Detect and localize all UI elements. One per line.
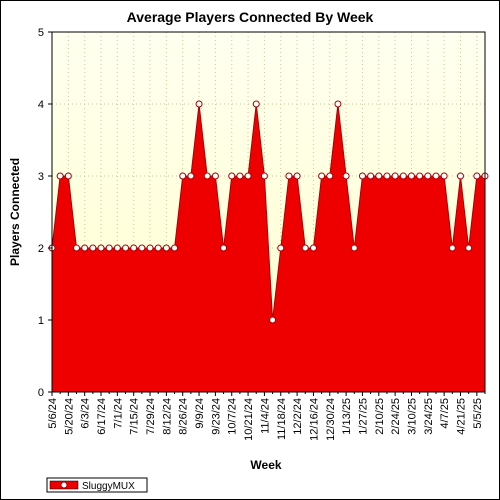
data-point <box>440 172 448 180</box>
x-tick-label: 12/16/24 <box>308 398 320 441</box>
y-tick-label: 3 <box>38 171 44 183</box>
data-point <box>318 172 326 180</box>
data-point <box>456 172 464 180</box>
x-tick-label: 6/3/24 <box>80 398 92 429</box>
x-tick-label: 2/10/25 <box>374 398 386 435</box>
x-tick-label: 5/5/25 <box>472 398 484 429</box>
y-tick-label: 2 <box>38 243 44 255</box>
data-point <box>228 172 236 180</box>
x-tick-label: 5/20/24 <box>63 398 75 435</box>
data-point <box>146 244 154 252</box>
data-point <box>64 172 72 180</box>
data-point <box>358 172 366 180</box>
data-point <box>367 172 375 180</box>
data-point <box>97 244 105 252</box>
data-point <box>326 172 334 180</box>
data-point <box>56 172 64 180</box>
data-point <box>154 244 162 252</box>
x-tick-label: 4/21/25 <box>455 398 467 435</box>
x-tick-label: 11/4/24 <box>259 398 271 434</box>
data-point <box>138 244 146 252</box>
x-tick-label: 12/30/24 <box>325 398 337 441</box>
y-axis: 0 1 2 3 4 5 <box>38 27 52 399</box>
data-point <box>350 244 358 252</box>
x-tick-label: 6/17/24 <box>96 398 108 435</box>
data-point <box>220 244 228 252</box>
x-tick-label: 4/7/25 <box>439 398 451 429</box>
chart-title: Average Players Connected By Week <box>127 9 374 25</box>
data-point <box>81 244 89 252</box>
y-axis-title: Players Connected <box>8 158 22 266</box>
data-point <box>187 172 195 180</box>
x-tick-label: 8/12/24 <box>161 398 173 435</box>
x-tick-label: 8/26/24 <box>178 398 190 435</box>
data-point <box>73 244 81 252</box>
x-tick-label: 3/24/25 <box>423 398 435 435</box>
data-point <box>277 244 285 252</box>
legend: SluggyMUX <box>46 477 148 493</box>
data-point <box>89 244 97 252</box>
x-tick-label: 1/13/25 <box>341 398 353 435</box>
y-tick-label: 5 <box>38 27 44 39</box>
data-point <box>113 244 121 252</box>
x-tick-label: 11/18/24 <box>276 398 288 440</box>
plot-border <box>51 31 486 393</box>
x-tick-label: 7/1/24 <box>112 398 124 429</box>
data-point <box>105 244 113 252</box>
x-tick-label: 7/29/24 <box>145 398 157 435</box>
x-tick-label: 7/15/24 <box>129 398 141 435</box>
data-point <box>130 244 138 252</box>
data-point <box>424 172 432 180</box>
data-point <box>195 100 203 108</box>
x-tick-label: 10/7/24 <box>227 398 239 435</box>
x-tick-label: 2/24/25 <box>390 398 402 435</box>
data-point <box>383 172 391 180</box>
x-tick-label: 3/10/25 <box>406 398 418 435</box>
y-tick-label: 1 <box>38 315 44 327</box>
data-point <box>260 172 268 180</box>
data-point <box>285 172 293 180</box>
data-point <box>293 172 301 180</box>
x-tick-label: 1/27/25 <box>357 398 369 435</box>
x-tick-label: 9/9/24 <box>194 398 206 429</box>
data-point <box>252 100 260 108</box>
data-point <box>203 172 211 180</box>
data-point <box>407 172 415 180</box>
series-markers <box>48 100 489 324</box>
data-point <box>269 316 277 324</box>
data-point <box>473 172 481 180</box>
data-point <box>399 172 407 180</box>
data-point <box>416 172 424 180</box>
data-point <box>179 172 187 180</box>
x-tick-label: 10/21/24 <box>243 398 255 441</box>
data-point <box>211 172 219 180</box>
x-axis-title: Week <box>250 458 281 472</box>
x-tick-label: 5/6/24 <box>47 398 59 429</box>
data-point <box>162 244 170 252</box>
data-point <box>448 244 456 252</box>
legend-marker <box>60 481 68 489</box>
data-point <box>171 244 179 252</box>
data-point <box>432 172 440 180</box>
x-axis: 5/6/24 5/20/24 6/3/24 6/17/24 7/1/24 7/15/24 7… <box>47 392 486 441</box>
data-point <box>391 172 399 180</box>
data-point <box>122 244 130 252</box>
x-tick-label: 9/23/24 <box>210 398 222 435</box>
data-point <box>244 172 252 180</box>
data-point <box>301 244 309 252</box>
y-tick-label: 4 <box>38 99 44 111</box>
x-tick-label: 12/2/24 <box>292 398 304 435</box>
data-point <box>334 100 342 108</box>
y-tick-label: 0 <box>38 387 44 399</box>
legend-label: SluggyMUX <box>82 481 135 492</box>
data-point <box>375 172 383 180</box>
data-point <box>236 172 244 180</box>
data-point <box>309 244 317 252</box>
data-point <box>465 244 473 252</box>
data-point <box>342 172 350 180</box>
